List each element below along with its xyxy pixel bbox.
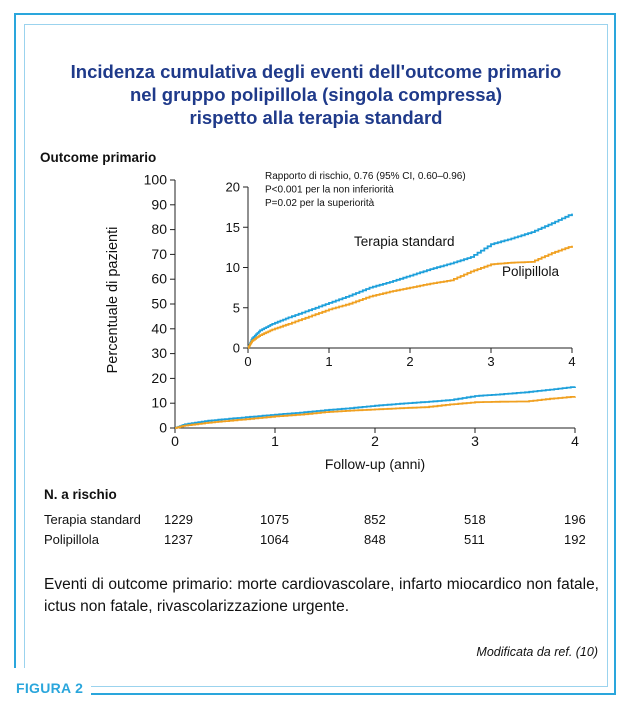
main-x-tick-label: 0 (171, 433, 179, 449)
figure-label: FIGURA 2 (16, 680, 92, 696)
risk-cell: 511 (464, 532, 485, 547)
series-label-polypill: Polipillola (502, 264, 560, 279)
inset-y-tick-label: 15 (226, 220, 240, 235)
main-series-line-standard (175, 386, 576, 429)
risk-cell: 192 (564, 532, 586, 547)
main-y-tick-label: 100 (144, 172, 168, 188)
risk-cell: 1229 (164, 512, 193, 527)
main-y-tick-label: 80 (151, 221, 167, 237)
inset-y-tick-label: 5 (233, 300, 240, 315)
title-line-2: nel gruppo polipillola (singola compress… (129, 84, 503, 105)
inset-annotation: Rapporto di rischio, 0.76 (95% CI, 0.60–… (265, 171, 466, 182)
series-label-standard: Terapia standard (354, 234, 455, 249)
inset-background (222, 168, 592, 372)
inset-y-tick-label: 10 (226, 260, 240, 275)
main-x-tick-label: 3 (471, 433, 479, 449)
risk-row-polypill: Polipillola 1237 1064 848 511 192 (44, 532, 604, 552)
main-series-line-polypill (175, 396, 576, 429)
inset-x-tick-label: 3 (487, 354, 494, 369)
risk-cell: 848 (364, 532, 386, 547)
risk-cell: 196 (564, 512, 586, 527)
inset-x-tick-label: 1 (325, 354, 332, 369)
outer-frame (14, 13, 616, 695)
risk-cell: 1075 (260, 512, 289, 527)
risk-cell: 518 (464, 512, 486, 527)
footnote: Eventi di outcome primario: morte cardio… (44, 576, 599, 615)
title-line-1: Incidenza cumulativa degli eventi dell'o… (70, 61, 562, 82)
main-y-tick-label: 70 (151, 246, 167, 262)
inset-annotation: P<0.001 per la non inferiorità (265, 185, 394, 196)
inset-y-tick-label: 0 (233, 341, 240, 356)
main-y-tick-label: 40 (151, 320, 167, 336)
risk-table-heading: N. a rischio (44, 487, 117, 502)
y-axis-label: Percentuale di pazienti (105, 227, 121, 374)
risk-row-standard: Terapia standard 1229 1075 852 518 196 (44, 512, 604, 532)
inset-series-line-polypill (247, 245, 573, 349)
inset-series-line-standard (247, 213, 573, 349)
risk-row-label: Polipillola (44, 532, 99, 547)
main-y-tick-label: 60 (151, 271, 167, 287)
source-note: Modificata da ref. (10) (476, 645, 598, 659)
risk-cell: 1237 (164, 532, 193, 547)
inset-x-tick-label: 4 (568, 354, 575, 369)
main-y-tick-label: 50 (151, 296, 167, 312)
inset-y-tick-label: 20 (226, 180, 240, 195)
figure-title: Incidenza cumulativa degli eventi dell'o… (24, 60, 608, 129)
main-y-tick-label: 90 (151, 196, 167, 212)
inset-x-tick-label: 0 (244, 354, 251, 369)
main-x-tick-label: 2 (371, 433, 379, 449)
main-y-tick-label: 30 (151, 345, 167, 361)
main-x-tick-label: 1 (271, 433, 279, 449)
x-axis-label: Follow-up (anni) (325, 456, 425, 472)
main-y-tick-label: 10 (151, 395, 167, 411)
risk-cell: 1064 (260, 532, 289, 547)
inset-annotation: P=0.02 per la superiorità (265, 198, 375, 209)
inset-x-tick-label: 2 (406, 354, 413, 369)
main-x-tick-label: 4 (571, 433, 579, 449)
title-line-3: rispetto alla terapia standard (189, 107, 443, 128)
outcome-heading: Outcome primario (40, 150, 157, 165)
main-y-tick-label: 20 (151, 370, 167, 386)
risk-table: Terapia standard 1229 1075 852 518 196 P… (44, 512, 604, 552)
risk-cell: 852 (364, 512, 386, 527)
risk-row-label: Terapia standard (44, 512, 141, 527)
main-y-tick-label: 0 (159, 420, 167, 436)
